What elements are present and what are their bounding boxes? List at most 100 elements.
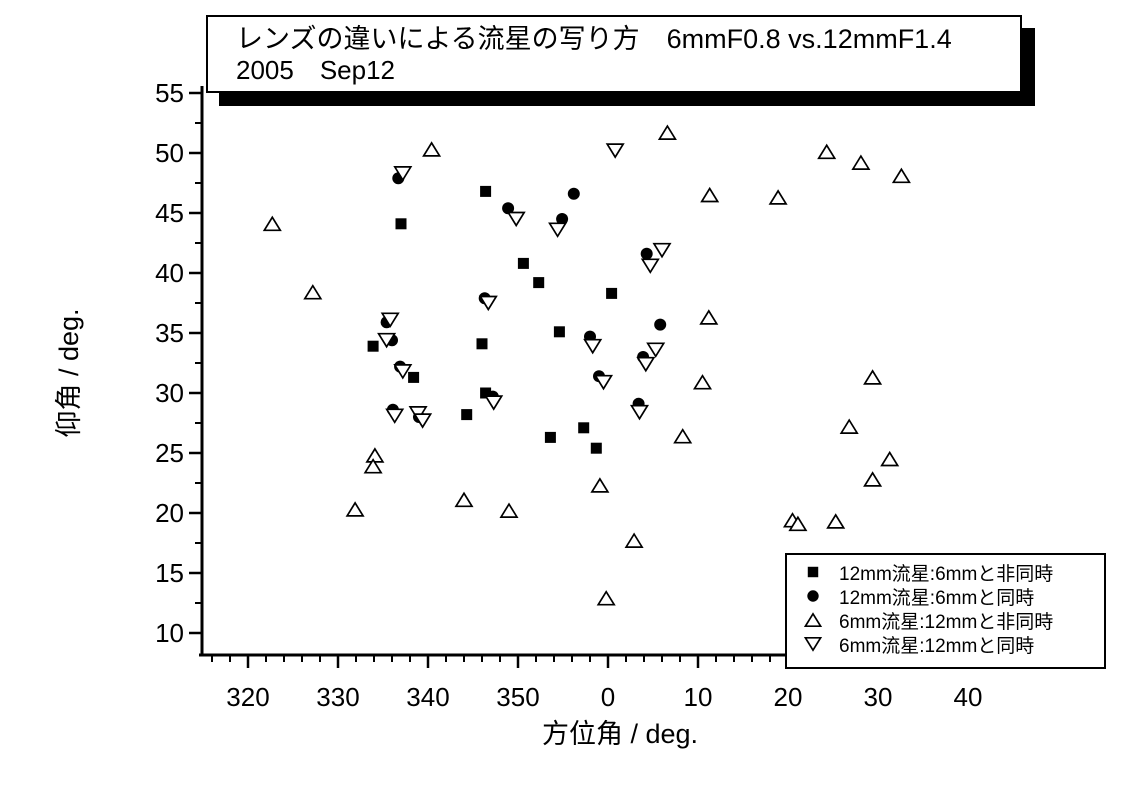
data-point-open-triangle-down <box>393 364 413 380</box>
data-point-open-triangle-up <box>365 447 385 463</box>
data-point-filled-square <box>590 442 602 454</box>
x-tick-label: 350 <box>496 682 540 712</box>
data-point-open-triangle-up <box>303 284 323 300</box>
y-tick-label: 45 <box>155 198 184 228</box>
x-tick-label: 10 <box>683 682 713 712</box>
data-point-open-triangle-up <box>700 186 720 203</box>
x-tick-label: 0 <box>600 682 616 712</box>
data-point-open-triangle-down <box>605 143 625 159</box>
x-tick-label: 40 <box>953 682 983 712</box>
data-point-filled-square <box>517 257 529 269</box>
legend-item: 12mm流星:6mmと非同時 <box>787 560 1104 585</box>
data-point-filled-square <box>367 340 379 352</box>
x-tick-label: 20 <box>773 682 803 712</box>
legend-item-label: 12mm流星:6mmと同時 <box>839 587 1035 609</box>
data-point-open-triangle-down <box>385 408 405 424</box>
legend-item-label: 6mm流星:12mmと非同時 <box>839 611 1054 633</box>
y-tick-label: 20 <box>155 498 184 528</box>
data-point-open-triangle-up <box>891 167 911 184</box>
data-point-open-triangle-up <box>454 491 474 508</box>
data-point-open-triangle-down <box>803 636 823 652</box>
data-point-open-triangle-up <box>863 369 883 385</box>
y-tick-label: 10 <box>155 618 184 648</box>
data-point-open-triangle-up <box>422 141 442 157</box>
data-point-filled-square <box>408 371 420 383</box>
data-point-open-triangle-up <box>826 513 846 529</box>
y-tick-label: 15 <box>155 558 184 588</box>
data-point-filled-square <box>480 185 492 197</box>
data-point-open-triangle-up <box>673 428 693 444</box>
legend-rows: 12mm流星:6mmと非同時 12mm流星:6mmと同時 6mm流星:12mmと非同… <box>787 560 1104 657</box>
data-point-filled-square <box>476 338 488 350</box>
chart-subtitle: 2005 Sep12 <box>236 55 396 85</box>
data-point-filled-circle <box>807 590 819 602</box>
data-point-filled-circle <box>502 202 515 215</box>
chart-title-box: レンズの違いによる流星の写り方 6mmF0.8 vs.12mmF1.4 2005… <box>206 15 1022 93</box>
data-point-filled-circle <box>556 213 569 225</box>
data-point-filled-square <box>807 566 819 578</box>
data-point-open-triangle-up <box>817 143 837 160</box>
data-point-filled-square <box>553 326 565 338</box>
filled-circle-icon <box>807 590 819 602</box>
filled-square-icon <box>807 566 819 578</box>
y-tick-label: 50 <box>155 138 184 168</box>
legend-item-label: 12mm流星:6mmと非同時 <box>839 563 1054 585</box>
data-point-open-triangle-down <box>478 295 498 312</box>
data-point-filled-square <box>533 277 545 289</box>
data-point-open-triangle-up <box>699 309 719 325</box>
legend-item-label: 6mm流星:12mmと同時 <box>839 635 1035 657</box>
data-point-open-triangle-up <box>624 532 644 548</box>
data-point-open-triangle-up <box>692 374 713 390</box>
data-point-filled-circle <box>654 318 667 331</box>
y-tick-label: 35 <box>155 318 184 348</box>
data-point-filled-square <box>544 431 556 443</box>
data-point-open-triangle-down <box>636 356 656 373</box>
data-point-filled-square <box>578 422 590 434</box>
legend: 12mm流星:6mmと非同時 12mm流星:6mmと同時 6mm流星:12mmと非同… <box>785 553 1106 669</box>
data-point-filled-circle <box>567 187 580 200</box>
data-point-open-triangle-up <box>363 458 383 474</box>
x-tick-label: 30 <box>863 682 893 712</box>
legend-item: 6mm流星:12mmと同時 <box>787 632 1104 657</box>
y-axis-title: 仰角 / deg. <box>54 308 84 438</box>
data-point-open-triangle-up <box>262 215 282 232</box>
data-point-open-triangle-up <box>768 189 788 205</box>
data-point-open-triangle-down <box>593 374 614 391</box>
y-tick-label: 30 <box>155 378 184 408</box>
y-tick-label: 40 <box>155 258 184 288</box>
data-point-open-triangle-up <box>880 450 900 467</box>
y-tick-label: 55 <box>155 78 184 108</box>
data-point-open-triangle-down <box>393 166 413 182</box>
data-point-open-triangle-down <box>506 211 526 228</box>
data-point-filled-square <box>480 387 492 399</box>
data-point-open-triangle-up <box>657 124 677 140</box>
data-point-open-triangle-down <box>646 342 666 358</box>
data-point-filled-square <box>461 409 473 421</box>
data-point-open-triangle-up <box>851 154 871 170</box>
data-point-open-triangle-down <box>629 404 650 421</box>
data-point-open-triangle-up <box>863 471 883 487</box>
data-point-open-triangle-up <box>839 418 859 434</box>
legend-item: 6mm流星:12mmと非同時 <box>787 608 1104 633</box>
data-point-open-triangle-up <box>788 515 808 532</box>
data-point-open-triangle-up <box>345 501 365 517</box>
data-point-filled-circle <box>640 247 653 260</box>
data-point-open-triangle-down <box>640 258 660 274</box>
chart-title: レンズの違いによる流星の写り方 6mmF0.8 vs.12mmF1.4 <box>236 24 952 54</box>
data-point-open-triangle-up <box>803 612 823 628</box>
x-tick-label: 340 <box>406 682 450 712</box>
legend-item: 12mm流星:6mmと同時 <box>787 584 1104 609</box>
x-tick-label: 330 <box>316 682 360 712</box>
data-point-open-triangle-down <box>484 395 504 411</box>
data-point-open-triangle-up <box>499 502 519 518</box>
y-tick-label: 25 <box>155 438 184 468</box>
data-point-filled-square <box>606 287 618 299</box>
data-point-open-triangle-down <box>583 338 603 355</box>
open-triangle-up-icon <box>803 612 823 628</box>
data-point-open-triangle-down <box>652 242 672 259</box>
x-tick-label: 320 <box>226 682 270 712</box>
x-axis-title: 方位角 / deg. <box>541 719 699 749</box>
data-point-open-triangle-down <box>413 413 433 429</box>
